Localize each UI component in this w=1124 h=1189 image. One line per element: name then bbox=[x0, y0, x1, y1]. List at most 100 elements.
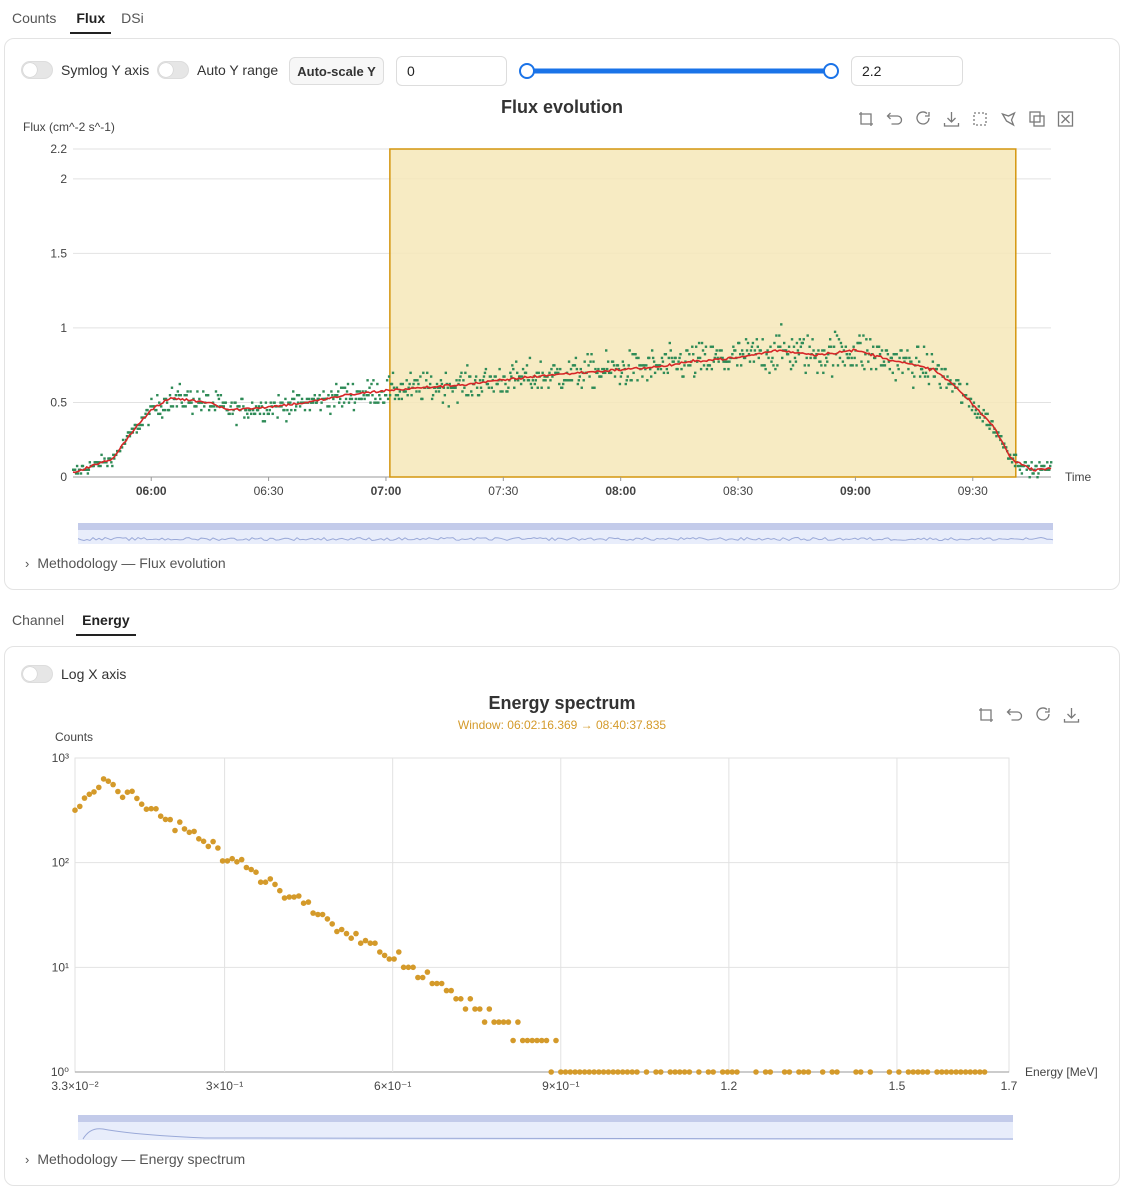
box-zoom-icon[interactable] bbox=[859, 112, 873, 126]
data-point bbox=[767, 1069, 774, 1075]
data-point bbox=[518, 375, 522, 378]
lasso-select-icon[interactable] bbox=[1001, 111, 1016, 127]
y-tick-label: 10⁰ bbox=[51, 1065, 69, 1079]
rect-select-icon[interactable] bbox=[973, 112, 987, 126]
y-range-slider[interactable] bbox=[515, 59, 845, 83]
slider-max-handle[interactable] bbox=[823, 63, 839, 79]
data-point bbox=[736, 364, 739, 367]
logx-toggle[interactable]: Log X axis bbox=[21, 665, 126, 683]
data-point bbox=[1008, 453, 1012, 457]
data-point bbox=[186, 829, 193, 836]
download-icon[interactable] bbox=[1063, 708, 1080, 723]
data-point bbox=[893, 353, 896, 356]
data-point bbox=[574, 356, 578, 360]
autoscale-y-button[interactable]: Auto-scale Y bbox=[289, 57, 384, 85]
data-point bbox=[174, 394, 178, 397]
data-point bbox=[461, 390, 464, 393]
auto-y-toggle[interactable]: Auto Y range bbox=[157, 61, 278, 79]
data-point bbox=[894, 379, 897, 382]
tab-energy[interactable]: Energy bbox=[76, 606, 137, 636]
navigator-handle-bar bbox=[78, 523, 1053, 530]
tab-counts[interactable]: Counts bbox=[12, 10, 57, 26]
data-point bbox=[400, 964, 407, 971]
data-point bbox=[712, 360, 715, 363]
data-point bbox=[622, 364, 626, 367]
data-point bbox=[100, 453, 103, 457]
data-point bbox=[678, 356, 681, 360]
selection-region bbox=[389, 148, 1017, 478]
chart-title: Flux evolution bbox=[501, 97, 623, 117]
data-point bbox=[242, 405, 245, 408]
box-zoom-icon[interactable] bbox=[979, 708, 993, 722]
data-point bbox=[649, 367, 652, 371]
data-point bbox=[586, 353, 589, 356]
x-tick-label: 1.5 bbox=[889, 1079, 906, 1093]
data-point bbox=[1046, 461, 1049, 464]
y-range-max-input[interactable]: 2.2 bbox=[851, 56, 963, 86]
data-point bbox=[153, 806, 159, 812]
data-point bbox=[1035, 464, 1038, 468]
flux-methodology[interactable]: › Methodology — Flux evolution bbox=[25, 555, 226, 571]
tab-dsi[interactable]: DSi bbox=[121, 10, 144, 26]
data-point bbox=[511, 364, 514, 367]
undo-icon[interactable] bbox=[886, 112, 903, 125]
slider-min-handle[interactable] bbox=[519, 63, 535, 79]
y-range-min-input[interactable]: 0 bbox=[396, 56, 507, 86]
tab-flux[interactable]: Flux bbox=[70, 4, 111, 34]
reset-icon[interactable] bbox=[1036, 707, 1050, 721]
data-point bbox=[640, 364, 643, 367]
x-tick-label: 3×10⁻¹ bbox=[206, 1079, 243, 1093]
reset-icon[interactable] bbox=[916, 111, 930, 125]
data-point bbox=[1010, 461, 1014, 464]
data-point bbox=[313, 394, 316, 397]
data-point bbox=[217, 397, 221, 401]
data-point bbox=[562, 1069, 569, 1075]
data-point bbox=[456, 401, 459, 404]
data-point bbox=[253, 869, 259, 875]
data-point bbox=[410, 394, 413, 397]
data-point bbox=[349, 394, 353, 397]
data-point bbox=[447, 405, 450, 408]
data-point bbox=[259, 401, 263, 404]
navigator-sparkline bbox=[77, 536, 1054, 542]
data-point bbox=[514, 379, 517, 382]
data-point bbox=[830, 375, 834, 378]
symlog-toggle[interactable]: Symlog Y axis bbox=[21, 61, 149, 79]
energy-methodology[interactable]: › Methodology — Energy spectrum bbox=[25, 1151, 245, 1167]
data-point bbox=[912, 386, 915, 389]
logx-switch[interactable] bbox=[21, 665, 53, 683]
data-point bbox=[371, 394, 374, 397]
data-point bbox=[949, 379, 952, 382]
data-point bbox=[915, 1069, 921, 1075]
clear-select-icon[interactable] bbox=[1057, 111, 1074, 127]
auto-y-switch[interactable] bbox=[157, 61, 189, 79]
navigator-track bbox=[78, 530, 1053, 544]
data-point bbox=[578, 375, 582, 378]
undo-icon[interactable] bbox=[1006, 708, 1023, 721]
data-point bbox=[167, 408, 171, 412]
data-point bbox=[831, 364, 835, 367]
data-point bbox=[429, 375, 433, 378]
data-point bbox=[898, 356, 901, 360]
data-point bbox=[553, 364, 556, 367]
data-point bbox=[367, 940, 374, 946]
data-point bbox=[293, 397, 296, 401]
data-point bbox=[462, 379, 465, 382]
symlog-switch[interactable] bbox=[21, 61, 53, 79]
data-point bbox=[819, 360, 822, 363]
download-icon[interactable] bbox=[943, 112, 960, 127]
data-point bbox=[600, 375, 603, 378]
data-point bbox=[289, 401, 292, 404]
data-point bbox=[405, 964, 412, 971]
data-point bbox=[749, 349, 753, 352]
data-point bbox=[834, 1069, 840, 1075]
x-axis-label: Time bbox=[1065, 470, 1092, 484]
data-point bbox=[254, 405, 258, 408]
data-point bbox=[291, 894, 297, 900]
tab-channel[interactable]: Channel bbox=[12, 612, 65, 628]
data-point bbox=[862, 334, 865, 337]
data-point bbox=[184, 405, 187, 408]
keep-select-icon[interactable] bbox=[1029, 111, 1045, 127]
data-point bbox=[815, 353, 818, 356]
data-point bbox=[273, 401, 276, 404]
